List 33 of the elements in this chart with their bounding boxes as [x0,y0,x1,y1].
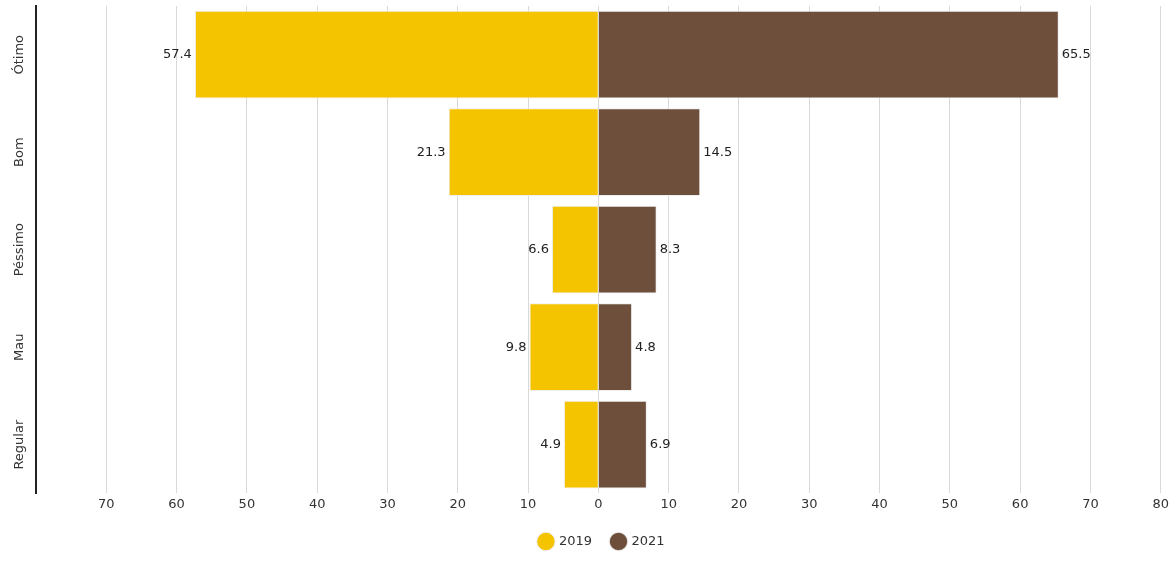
x-tick-label: 10 [519,495,537,511]
legend-label: 2021 [631,532,665,548]
x-tick-label: 70 [98,495,115,511]
data-label: 4.8 [635,338,656,354]
data-label: 57.4 [162,46,192,62]
x-tick-label: 60 [1011,495,1029,511]
x-tick-label: 10 [660,495,677,511]
x-tick-label: 20 [730,495,748,511]
x-tick-label: 70 [1082,495,1099,511]
legend-label: 2019 [558,532,593,548]
data-label: 14.5 [703,143,733,159]
data-label: 6.6 [528,241,549,257]
data-label: 21.3 [416,143,446,159]
x-tick-label: 20 [449,495,467,511]
data-label: 4.9 [540,436,561,452]
x-tick-label: 30 [379,495,396,511]
y-tick-label: Péssimo [11,223,27,277]
x-tick-label: 40 [871,495,888,511]
data-label: 65.5 [1061,46,1091,62]
x-tick-label: 60 [168,495,185,511]
y-tick-label: Bom [11,137,27,167]
x-tick-label: 50 [238,495,256,511]
x-tick-label: 40 [308,495,326,511]
data-label: 8.3 [659,241,681,257]
x-tick-label: 30 [800,495,818,511]
y-tick-label: Mau [11,333,27,361]
x-tick-label: 80 [1152,495,1169,511]
data-label: 6.9 [649,436,671,452]
x-tick-label: 50 [941,495,959,511]
y-tick-label: Regular [11,419,27,470]
x-tick-label: 0 [594,495,603,511]
y-tick-label: Ótimo [11,34,27,75]
data-label: 9.8 [505,338,527,354]
